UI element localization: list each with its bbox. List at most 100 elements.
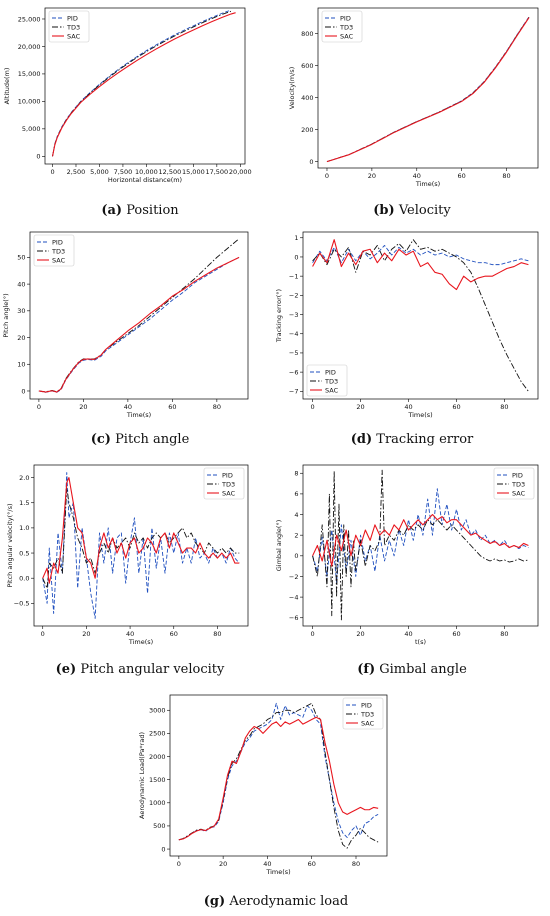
panel-caption: (c) Pitch angle: [91, 432, 190, 447]
legend-box: [33, 234, 75, 267]
chart-pitch-angular-velocity: 0 20 40 60 80 −0.5 0.0 0.5 1.0 1.5 2.0 Time(s) Pitch…: [6, 464, 249, 677]
x-tick-label: 60: [168, 403, 176, 411]
y-tick-label: 6: [294, 490, 298, 498]
x-tick-label: 17,500: [205, 168, 228, 176]
x-tick-label: 40: [404, 403, 412, 411]
legend-label-td3: TD3: [511, 480, 525, 488]
y-tick-label: 2.0: [19, 474, 29, 482]
series-line-sac: [38, 256, 240, 393]
caption-text: Pitch angle: [115, 432, 190, 447]
chart-velocity: 0 20 40 60 800200400600800Time(s)Velocity(m/…: [288, 7, 539, 218]
y-tick-label: 1500: [149, 776, 166, 784]
legend-box: [203, 467, 245, 500]
y-tick-label: 500: [153, 822, 165, 830]
x-axis-label: Time(s): [128, 638, 153, 646]
x-tick-label: 0: [177, 860, 181, 868]
y-axis-label: Altitude(m): [3, 68, 11, 105]
y-tick-label: 2500: [149, 730, 166, 738]
legend-label-sac: SAC: [325, 386, 339, 394]
x-tick-label: 80: [213, 403, 221, 411]
legend-label-sac: SAC: [340, 32, 354, 40]
y-tick-label: −1: [289, 272, 299, 280]
y-tick-label: 0: [36, 153, 40, 161]
legend-label-td3: TD3: [360, 710, 374, 718]
legend-label-pid: PID: [67, 14, 78, 22]
x-tick-label: 0: [37, 403, 41, 411]
plot-frame: [44, 7, 246, 165]
chart-pitch-angle: 0 20 40 60 80 0 10 20 30 40 50 Time(s) Pitch angle(°…: [2, 231, 249, 447]
legend-label-td3: TD3: [324, 377, 338, 385]
caption-text: Pitch angular velocity: [80, 662, 225, 677]
y-tick-label: −6: [289, 368, 299, 376]
y-tick-label: 8: [294, 470, 298, 478]
x-tick-label: 20: [82, 630, 90, 638]
caption-letter: (b): [373, 203, 394, 218]
legend-label-pid: PID: [325, 368, 336, 376]
series-line-sac: [42, 477, 240, 584]
caption-letter: (a): [101, 203, 122, 218]
y-tick-label: 0: [161, 845, 165, 853]
x-tick-label: 2,500: [67, 168, 86, 176]
x-tick-label: 20: [79, 403, 87, 411]
y-tick-label: −6: [289, 614, 299, 622]
y-axis-label: Pitch angular velocity(°/s): [6, 503, 14, 587]
x-axis-label: Time(s): [407, 411, 432, 419]
y-tick-label: 40: [17, 280, 25, 288]
x-tick-label: 20: [219, 860, 227, 868]
x-tick-label: 20: [368, 172, 376, 180]
y-tick-label: −4: [289, 330, 299, 338]
y-tick-label: 1.0: [19, 524, 29, 532]
series-line-td3: [42, 487, 240, 589]
legend-label-pid: PID: [512, 471, 523, 479]
x-tick-label: 7,500: [114, 168, 133, 176]
y-tick-label: 2: [294, 531, 298, 539]
y-tick-label: 25,000: [18, 15, 41, 23]
plot-frame: [33, 464, 249, 627]
plot-frame: [302, 464, 539, 627]
x-axis-label: Time(s): [265, 868, 290, 876]
legend-label-pid: PID: [340, 14, 351, 22]
y-tick-label: −2: [289, 292, 299, 300]
y-tick-label: 0: [294, 552, 298, 560]
y-axis-label: Aerodynamic Load(Pa*rad): [138, 732, 146, 819]
x-axis-label: Time(s): [126, 411, 151, 419]
chart-tracking-error: 0 20 40 60 80 −7 −6 −5 −4 −3 −2 −1 0 1 Time(s) Tracking…: [275, 231, 539, 447]
series-line-pid: [312, 244, 529, 266]
y-tick-label: 1.5: [19, 499, 29, 507]
y-tick-label: 10: [17, 361, 25, 369]
x-tick-label: 40: [404, 630, 412, 638]
caption-text: Aerodynamic load: [228, 894, 348, 909]
legend-box: [493, 467, 535, 500]
x-tick-label: 0: [311, 630, 315, 638]
plot-frame: [302, 231, 539, 400]
legend-label-td3: TD3: [339, 23, 353, 31]
legend-label-pid: PID: [222, 471, 233, 479]
legend-label-td3: TD3: [66, 23, 80, 31]
legend-label-pid: PID: [361, 701, 372, 709]
x-axis-label: Time(s): [415, 180, 440, 188]
legend-box: [342, 697, 384, 730]
y-tick-label: −5: [289, 349, 299, 357]
y-tick-label: 3000: [149, 707, 166, 715]
y-tick-label: 4: [294, 511, 298, 519]
panel-caption: (f) Gimbal angle: [357, 662, 467, 677]
x-tick-label: 40: [263, 860, 271, 868]
x-tick-label: 15,000: [182, 168, 205, 176]
x-tick-label: 12,500: [159, 168, 182, 176]
caption-text: Position: [126, 203, 179, 218]
x-axis-label: t(s): [415, 638, 426, 646]
x-tick-label: 20,000: [229, 168, 252, 176]
y-tick-label: −2: [289, 573, 299, 581]
panel-caption: (b) Velocity: [373, 203, 451, 218]
legend-box: [321, 10, 363, 43]
legend-label-pid: PID: [52, 238, 63, 246]
caption-text: Velocity: [398, 203, 452, 218]
x-tick-label: 60: [452, 630, 460, 638]
y-tick-label: 5,000: [22, 125, 41, 133]
